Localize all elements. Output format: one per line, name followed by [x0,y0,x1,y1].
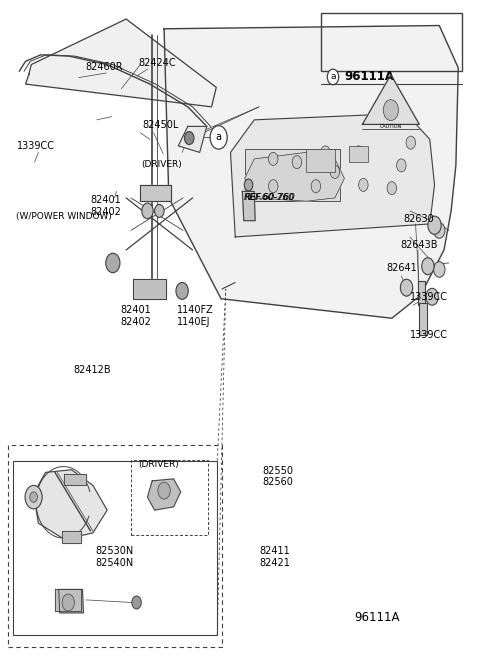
Text: 1339CC: 1339CC [410,292,448,302]
Circle shape [292,155,301,169]
Polygon shape [179,127,207,152]
Text: 82643B: 82643B [400,239,438,250]
Text: 82450L: 82450L [143,120,179,130]
Text: REF.60-760: REF.60-760 [245,194,296,203]
Circle shape [25,485,42,509]
Circle shape [384,100,398,121]
Bar [245,149,340,201]
Polygon shape [133,279,167,298]
Text: 82412B: 82412B [73,365,110,375]
Text: a: a [330,72,336,81]
Circle shape [142,203,153,218]
Text: (DRIVER): (DRIVER) [141,159,182,169]
Circle shape [321,146,330,159]
Bar [306,149,335,172]
Circle shape [158,482,170,499]
Polygon shape [230,113,434,237]
Polygon shape [34,470,107,539]
Circle shape [155,205,164,217]
Text: REF.60-760: REF.60-760 [244,194,295,203]
Polygon shape [242,192,255,220]
Circle shape [268,180,278,193]
Bar [349,146,368,162]
Circle shape [62,594,74,611]
Polygon shape [64,474,86,485]
Text: a: a [216,133,222,142]
Text: 82411
82421: 82411 82421 [259,546,290,567]
Circle shape [176,283,188,299]
Bar [13,461,217,635]
Circle shape [311,180,321,193]
Circle shape [30,492,37,502]
Circle shape [244,179,253,191]
Circle shape [132,596,141,609]
Circle shape [354,146,363,159]
Circle shape [387,182,396,195]
Text: CAUTION: CAUTION [380,124,402,129]
Bar [9,445,222,647]
Polygon shape [245,152,344,201]
Circle shape [433,222,445,238]
Polygon shape [362,75,420,125]
Circle shape [327,69,339,85]
Circle shape [396,159,406,172]
Circle shape [359,178,368,192]
Circle shape [268,152,278,165]
Bar [131,460,208,535]
Circle shape [184,132,194,144]
Circle shape [428,216,441,234]
Text: 96111A: 96111A [344,70,395,83]
Bar [321,12,462,71]
Polygon shape [59,590,84,613]
Polygon shape [147,479,180,510]
Text: 1140FZ
1140EJ: 1140FZ 1140EJ [178,306,214,327]
Bar [420,303,427,335]
Text: 96111A: 96111A [354,611,399,624]
Circle shape [330,165,340,178]
Circle shape [400,279,413,296]
Text: 82630: 82630 [404,214,434,224]
Polygon shape [55,590,81,611]
Text: (DRIVER): (DRIVER) [138,460,179,469]
Polygon shape [164,26,458,318]
Circle shape [106,253,120,273]
Text: 82530N
82540N: 82530N 82540N [96,546,133,567]
Polygon shape [62,531,81,543]
Circle shape [406,136,416,149]
Text: 1339CC: 1339CC [17,141,55,151]
Text: 82641: 82641 [386,263,417,273]
Circle shape [422,258,434,275]
Polygon shape [25,19,216,107]
Circle shape [426,289,438,305]
Text: 82401
82402: 82401 82402 [120,306,151,327]
Text: 82550
82560: 82550 82560 [263,466,294,487]
Bar [418,281,424,305]
Text: (W/POWER WINDOW): (W/POWER WINDOW) [16,212,112,220]
Text: 82401
82402: 82401 82402 [91,195,121,216]
Text: 82424C: 82424C [138,58,176,68]
Circle shape [210,126,227,149]
Text: 1339CC: 1339CC [410,329,448,340]
Polygon shape [140,185,171,201]
Circle shape [433,262,445,277]
Text: 82460R: 82460R [86,62,123,72]
